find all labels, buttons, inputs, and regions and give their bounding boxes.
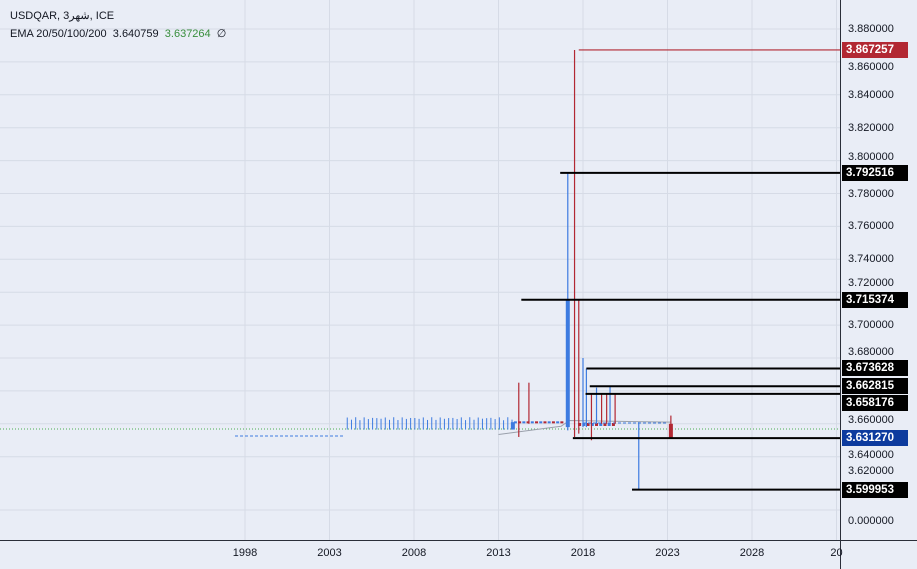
price-level-tag: 3.662815 (842, 378, 908, 395)
price-tick-label: 3.800000 (848, 150, 894, 163)
ema-line (498, 420, 671, 435)
candle (595, 422, 599, 426)
candle (578, 422, 582, 426)
price-tick-label: 0.000000 (848, 515, 894, 527)
price-axis[interactable] (840, 0, 917, 540)
time-tick-label: 2013 (486, 547, 511, 559)
chart-pane[interactable] (0, 0, 840, 540)
candle (603, 422, 607, 426)
candle (551, 421, 555, 424)
candle (535, 421, 539, 424)
price-level-tag: 3.715374 (842, 291, 908, 308)
time-tick-label: 1998 (232, 547, 258, 559)
time-tick-label: 2023 (655, 547, 680, 559)
candle (547, 421, 551, 424)
time-tick-label: 2003 (317, 547, 342, 559)
candle (513, 421, 517, 424)
candle (543, 421, 547, 424)
current-price-tag: 3.631270 (842, 430, 908, 447)
candle (586, 422, 590, 426)
candle (510, 422, 515, 430)
axis-corner (840, 540, 917, 569)
time-axis[interactable] (0, 540, 840, 569)
candle-body (565, 299, 570, 428)
price-tick-label: 3.740000 (848, 253, 894, 266)
price-level-tag: 3.599953 (842, 481, 908, 498)
time-tick-label: 2018 (570, 547, 596, 559)
price-tick-label: 3.760000 (848, 220, 894, 233)
price-level-tag: 3.792516 (842, 164, 908, 181)
time-tick-label: 20 (830, 547, 843, 559)
candle (611, 422, 615, 426)
indicator-name: EMA 20/50/100/200 (10, 28, 107, 40)
candle (518, 421, 522, 424)
time-tick-label: 2008 (401, 547, 427, 559)
price-tick-label: 3.720000 (848, 277, 894, 290)
candle (556, 421, 560, 424)
candle (522, 421, 526, 424)
candle (599, 422, 603, 426)
candle (526, 421, 530, 424)
candle (530, 421, 534, 424)
price-tick-label: 3.660000 (848, 413, 894, 426)
candle (607, 422, 611, 426)
chart-canvas[interactable] (0, 0, 840, 540)
indicator-value-1: 3.640759 (112, 28, 159, 40)
candle (582, 422, 586, 426)
price-tick-label: 3.620000 (848, 464, 894, 477)
symbol-legend[interactable]: USDQAR, 3شهر, ICE (10, 10, 115, 22)
candle (560, 421, 564, 424)
candle (539, 421, 543, 424)
price-level-tag: 3.867257 (842, 41, 908, 58)
price-tick-label: 3.840000 (848, 88, 894, 101)
price-tick-label: 3.780000 (848, 187, 894, 200)
price-level-tag: 3.658176 (842, 395, 908, 412)
price-tick-label: 3.700000 (848, 319, 894, 332)
indicator-value-3: ∅ (216, 28, 227, 40)
price-tick-label: 3.860000 (848, 60, 894, 73)
indicator-value-2: 3.637264 (164, 28, 211, 40)
candle-body (668, 423, 673, 439)
price-tick-label: 3.640000 (848, 448, 894, 461)
indicator-legend[interactable]: EMA 20/50/100/200 3.640759 3.637264 ∅ (10, 27, 226, 40)
price-level-tag: 3.673628 (842, 360, 908, 377)
time-tick-label: 2028 (739, 547, 765, 559)
candle (590, 422, 594, 426)
price-tick-label: 3.880000 (848, 23, 894, 35)
price-tick-label: 3.820000 (848, 121, 894, 134)
price-tick-label: 3.680000 (848, 346, 894, 358)
